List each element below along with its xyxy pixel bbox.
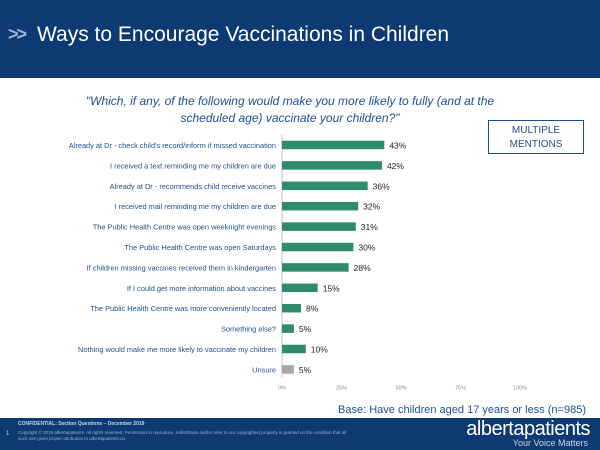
badge-line-1: MULTIPLE: [511, 125, 561, 136]
category-label: I received a text reminding me my childr…: [110, 161, 276, 170]
category-label: Nothing would make me more likely to vac…: [78, 345, 276, 354]
category-label: The Public Health Centre was open Saturd…: [124, 243, 276, 252]
x-tick-label: 100%: [513, 385, 527, 391]
bar: [282, 344, 306, 354]
category-label: Already at Dr - check child's record/inf…: [69, 141, 276, 150]
data-label: 5%: [299, 365, 312, 375]
copyright-text: Copyright © 2019 albertapatients. All ri…: [18, 430, 347, 441]
header-banner: >> Ways to Encourage Vaccinations in Chi…: [0, 0, 600, 78]
data-label: 15%: [323, 283, 340, 293]
page-number: 1: [6, 431, 10, 437]
data-label: 30%: [358, 243, 375, 253]
category-label: Something else?: [221, 325, 276, 334]
x-tick-label: 75%: [455, 385, 466, 391]
data-label: 31%: [361, 222, 378, 232]
bar: [282, 140, 385, 150]
x-tick-label: 25%: [336, 385, 347, 391]
category-label: The Public Health Centre was more conven…: [90, 304, 276, 313]
bar: [282, 303, 302, 313]
category-label: The Public Health Centre was open weekni…: [93, 223, 277, 232]
bar-chart: Already at Dr - check child's record/inf…: [69, 135, 527, 391]
footer-bar: CONFIDENTIAL: Section Questions – Decemb…: [0, 418, 600, 450]
confidential-note: CONFIDENTIAL: Section Questions – Decemb…: [18, 421, 145, 427]
data-label: 42%: [387, 161, 404, 171]
category-label: Already at Dr - recommends child receive…: [110, 182, 277, 191]
page-title: Ways to Encourage Vaccinations in Childr…: [37, 23, 450, 46]
data-label: 10%: [311, 345, 328, 355]
data-label: 32%: [363, 202, 380, 212]
bar: [282, 263, 349, 272]
data-label: 43%: [389, 141, 406, 151]
x-tick-label: 0%: [278, 385, 286, 391]
category-label: If I could get more information about va…: [127, 284, 276, 293]
bar: [282, 222, 356, 231]
category-label: Unsure: [252, 365, 276, 374]
data-label: 28%: [354, 263, 371, 273]
survey-question: "Which, if any, of the following would m…: [85, 94, 495, 125]
data-label: 36%: [373, 181, 390, 191]
chevron-double-icon: >>: [8, 24, 27, 44]
category-label: I received mail reminding me my children…: [115, 202, 276, 211]
x-tick-label: 50%: [395, 385, 406, 391]
bar: [282, 181, 368, 191]
bar: [282, 201, 359, 211]
brand-tagline: Your Voice Matters: [512, 438, 588, 448]
data-label: 8%: [306, 304, 319, 314]
multiple-mentions-badge: MULTIPLE MENTIONS: [488, 120, 584, 154]
bar: [282, 242, 354, 252]
bar: [282, 161, 382, 170]
bar: [282, 324, 294, 333]
base-note: Base: Have children aged 17 years or les…: [338, 404, 586, 416]
bar: [282, 283, 318, 293]
category-label: If children missing vaccines received th…: [87, 263, 276, 272]
brand-logo: albertapatients: [466, 418, 590, 440]
badge-line-2: MENTIONS: [509, 139, 563, 150]
bar: [282, 365, 294, 374]
data-label: 5%: [299, 324, 312, 334]
